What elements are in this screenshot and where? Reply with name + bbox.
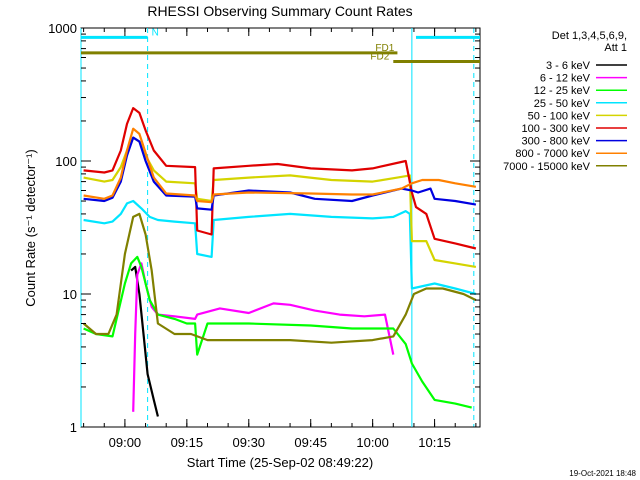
x-axis: 09:00 09:15 09:30 09:45 10:00 10:15 [83,28,477,450]
legend-entry: 300 - 800 keV [522,136,591,148]
y-axis-label: Count Rate (s⁻¹ detector⁻¹) [23,149,38,307]
y-tick-label: 1000 [48,21,77,36]
y-tick-label: 100 [55,154,77,169]
series-lines [82,106,477,417]
x-tick-label: 09:30 [233,435,266,450]
x-tick-label: 09:45 [294,435,327,450]
legend-entry: 50 - 100 keV [528,110,591,122]
flag-label: FD2 [370,51,389,62]
legend-entry: 7000 - 15000 keV [503,161,591,173]
series-line [83,255,472,409]
footer-timestamp: 19-Oct-2021 18:48 [569,469,636,478]
series-line [83,199,477,296]
series-line [83,136,477,211]
flag-label: N [152,27,159,38]
plot-area [80,27,481,428]
legend-header: Att 1 [604,42,627,54]
legend-header: Det 1,3,4,5,6,9, [552,30,627,42]
series-line [82,212,477,344]
legend-entry: 800 - 7000 keV [515,148,590,160]
flag-label: FD1 [375,43,394,54]
x-axis-label: Start Time (25-Sep-02 08:49:22) [187,455,373,470]
legend-entry: 12 - 25 keV [534,85,591,97]
y-tick-label: 10 [63,287,77,302]
legend-entry: 25 - 50 keV [534,98,591,110]
series-line [83,136,477,268]
legend-entry: 100 - 300 keV [522,123,591,135]
x-tick-label: 09:15 [171,435,204,450]
chart-title: RHESSI Observing Summary Count Rates [147,3,412,19]
x-tick-label: 09:00 [109,435,142,450]
legend-entry: 6 - 12 keV [540,73,591,85]
series-line [132,262,395,412]
x-tick-label: 10:00 [356,435,389,450]
series-line [83,127,477,204]
series-line [130,265,159,417]
legend-entry: 3 - 6 keV [546,60,591,72]
y-tick-label: 1 [70,420,77,435]
y-axis: 1 10 100 1000 [48,21,480,435]
x-tick-label: 10:15 [418,435,451,450]
